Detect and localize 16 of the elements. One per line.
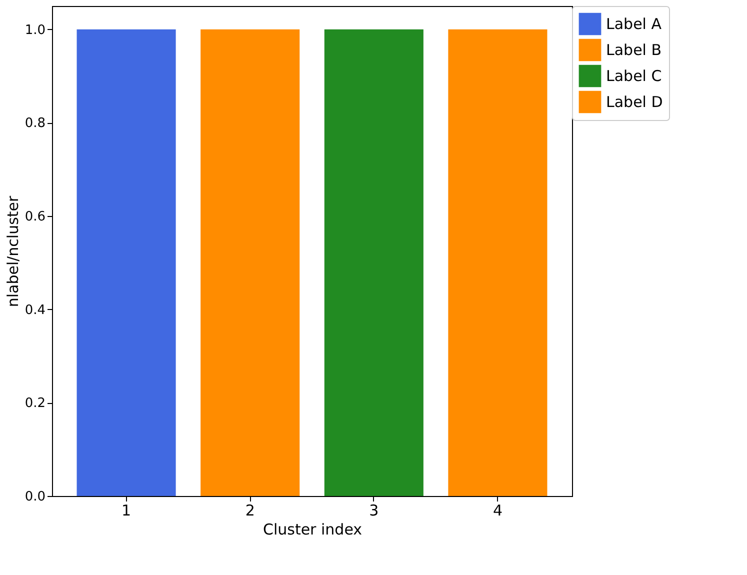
y-axis-title: nlabel/ncluster xyxy=(4,194,22,308)
x-tick-label: 3 xyxy=(369,502,379,520)
legend-label: Label C xyxy=(606,67,662,85)
x-tick-label: 4 xyxy=(492,502,502,520)
legend-label: Label B xyxy=(606,41,662,59)
y-tick-label: 1.0 xyxy=(24,22,46,38)
x-axis-title: Cluster index xyxy=(262,520,362,538)
legend-label: Label D xyxy=(606,93,663,111)
x-tick-label: 1 xyxy=(122,502,132,520)
y-tick-label: 0.4 xyxy=(24,302,46,318)
y-tick-label: 0.2 xyxy=(24,396,46,412)
x-tick-label: 2 xyxy=(245,502,255,520)
legend-label: Label A xyxy=(606,15,662,33)
y-tick-label: 0.6 xyxy=(24,210,46,224)
y-tick-label: 0.0 xyxy=(24,490,46,504)
y-tick-label: 0.8 xyxy=(24,116,46,132)
